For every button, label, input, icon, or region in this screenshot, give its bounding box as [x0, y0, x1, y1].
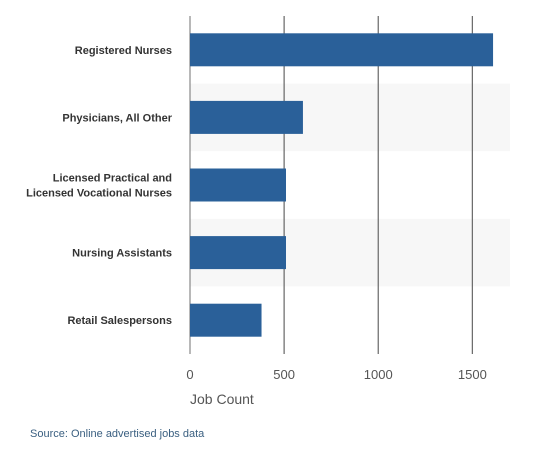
category-label: Licensed Vocational Nurses	[26, 188, 172, 200]
row-bands	[190, 83, 510, 287]
source-note: Source: Online advertised jobs data	[30, 428, 205, 440]
bar	[190, 236, 286, 270]
category-label: Registered Nurses	[75, 45, 172, 57]
category-label: Retail Salespersons	[67, 315, 172, 327]
x-tick-label: 1000	[364, 367, 393, 382]
category-labels: Registered Nurses Physicians, All Other Li…	[26, 45, 173, 327]
category-label: Physicians, All Other	[62, 112, 172, 124]
x-tick-label: 500	[273, 367, 295, 382]
x-tick-label: 1500	[458, 367, 487, 382]
bar	[190, 303, 262, 337]
x-axis-title: Job Count	[190, 391, 254, 407]
bar-chart: Registered Nurses Physicians, All Other Li…	[26, 16, 510, 407]
category-label: Nursing Assistants	[72, 248, 172, 260]
x-tick-labels: 0 500 1000 1500	[186, 367, 486, 382]
bar	[190, 168, 286, 202]
bars	[190, 33, 494, 337]
category-label: Licensed Practical and	[53, 173, 172, 185]
bar	[190, 33, 494, 67]
bar	[190, 100, 303, 134]
x-tick-label: 0	[186, 367, 193, 382]
